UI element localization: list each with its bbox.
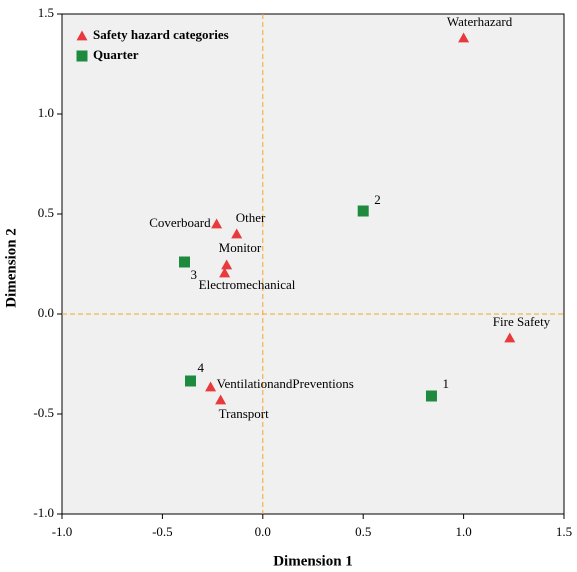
point-label: Fire Safety <box>493 314 551 329</box>
legend-label: Quarter <box>93 47 139 62</box>
point-label: 1 <box>442 376 449 391</box>
point <box>219 267 231 278</box>
point <box>205 381 217 392</box>
point-label: 2 <box>374 192 381 207</box>
x-tick-label: 0.5 <box>355 524 371 539</box>
point-label: VentilationandPreventions <box>217 376 354 391</box>
point-label: Waterhazard <box>447 14 513 29</box>
y-tick-label: 1.5 <box>38 5 54 20</box>
point <box>231 228 243 239</box>
point <box>425 390 437 402</box>
point <box>221 259 233 270</box>
point <box>458 32 470 43</box>
legend-marker <box>76 30 88 41</box>
point-label: Transport <box>219 406 269 421</box>
x-axis-title: Dimension 1 <box>273 553 353 569</box>
x-tick-label: -1.0 <box>52 524 73 539</box>
point <box>504 332 516 343</box>
y-tick-label: -1.0 <box>33 505 54 520</box>
point <box>211 218 223 229</box>
legend-label: Safety hazard categories <box>93 27 229 42</box>
point-label: Electromechanical <box>199 277 296 292</box>
point-label: 4 <box>198 360 205 375</box>
point <box>215 394 227 405</box>
x-tick-label: 1.5 <box>556 524 572 539</box>
y-tick-label: 1.0 <box>38 105 54 120</box>
legend-marker <box>76 50 88 62</box>
point-label: 3 <box>190 267 197 282</box>
x-tick-label: 0.0 <box>255 524 271 539</box>
y-tick-label: 0.5 <box>38 205 54 220</box>
point-label: Other <box>236 210 266 225</box>
point <box>357 205 369 217</box>
point-label: Coverboard <box>149 215 211 230</box>
x-tick-label: -0.5 <box>152 524 173 539</box>
y-tick-label: 0.0 <box>38 305 54 320</box>
point <box>178 256 190 268</box>
x-tick-label: 1.0 <box>455 524 471 539</box>
plot-area <box>61 13 565 515</box>
y-tick-label: -0.5 <box>33 405 54 420</box>
y-axis-title: Dimension 2 <box>3 228 19 308</box>
point <box>185 375 197 387</box>
point-label: Monitor <box>219 240 262 255</box>
